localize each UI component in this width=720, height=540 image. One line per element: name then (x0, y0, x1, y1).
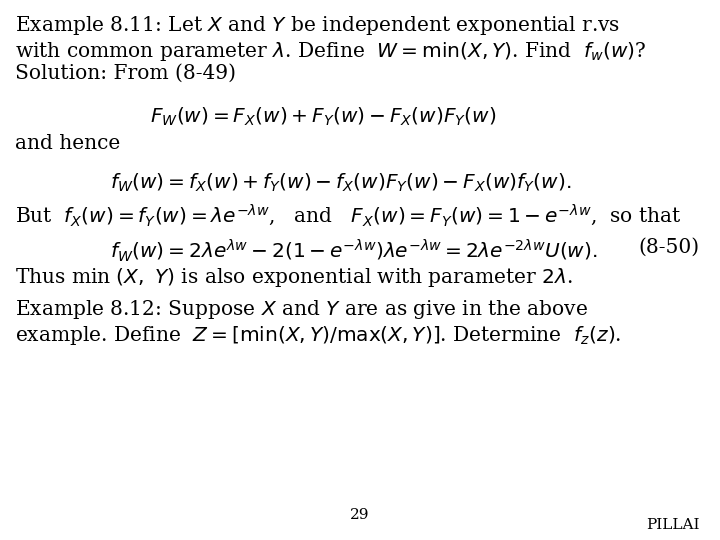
Text: with common parameter $\lambda$. Define  $W = \mathrm{min}(X,Y)$. Find  $f_w(w)$: with common parameter $\lambda$. Define … (15, 40, 647, 63)
Text: $f_W(w) = f_X(w) + f_Y(w) - f_X(w)F_Y(w) - F_X(w)f_Y(w).$: $f_W(w) = f_X(w) + f_Y(w) - f_X(w)F_Y(w)… (110, 172, 572, 194)
Text: But  $f_X(w) = f_Y(w) = \lambda e^{-\lambda w}$,   and   $F_X(w) = F_Y(w) = 1 - : But $f_X(w) = f_Y(w) = \lambda e^{-\lamb… (15, 202, 681, 228)
Text: Example 8.12: Suppose $X$ and $Y$ are as give in the above: Example 8.12: Suppose $X$ and $Y$ are as… (15, 298, 588, 321)
Text: $f_W(w) = 2\lambda e^{\lambda w} - 2(1 - e^{-\lambda w})\lambda e^{-\lambda w} =: $f_W(w) = 2\lambda e^{\lambda w} - 2(1 -… (110, 238, 598, 265)
Text: Solution: From (8-49): Solution: From (8-49) (15, 64, 236, 83)
Text: PILLAI: PILLAI (647, 518, 700, 532)
Text: $F_W(w) = F_X(w) + F_Y(w) - F_X(w)F_Y(w)$: $F_W(w) = F_X(w) + F_Y(w) - F_X(w)F_Y(w)… (150, 106, 496, 129)
Text: Thus min $( X,\ Y )$ is also exponential with parameter $2\lambda$.: Thus min $( X,\ Y )$ is also exponential… (15, 266, 572, 289)
Text: Example 8.11: Let $X$ and $Y$ be independent exponential r.vs: Example 8.11: Let $X$ and $Y$ be indepen… (15, 14, 620, 37)
Text: example. Define  $Z = \left[\mathrm{min}(X,Y) / \mathrm{max}(X,Y)\right]$. Deter: example. Define $Z = \left[\mathrm{min}(… (15, 324, 621, 347)
Text: 29: 29 (350, 508, 370, 522)
Text: and hence: and hence (15, 134, 120, 153)
Text: (8-50): (8-50) (638, 238, 699, 257)
